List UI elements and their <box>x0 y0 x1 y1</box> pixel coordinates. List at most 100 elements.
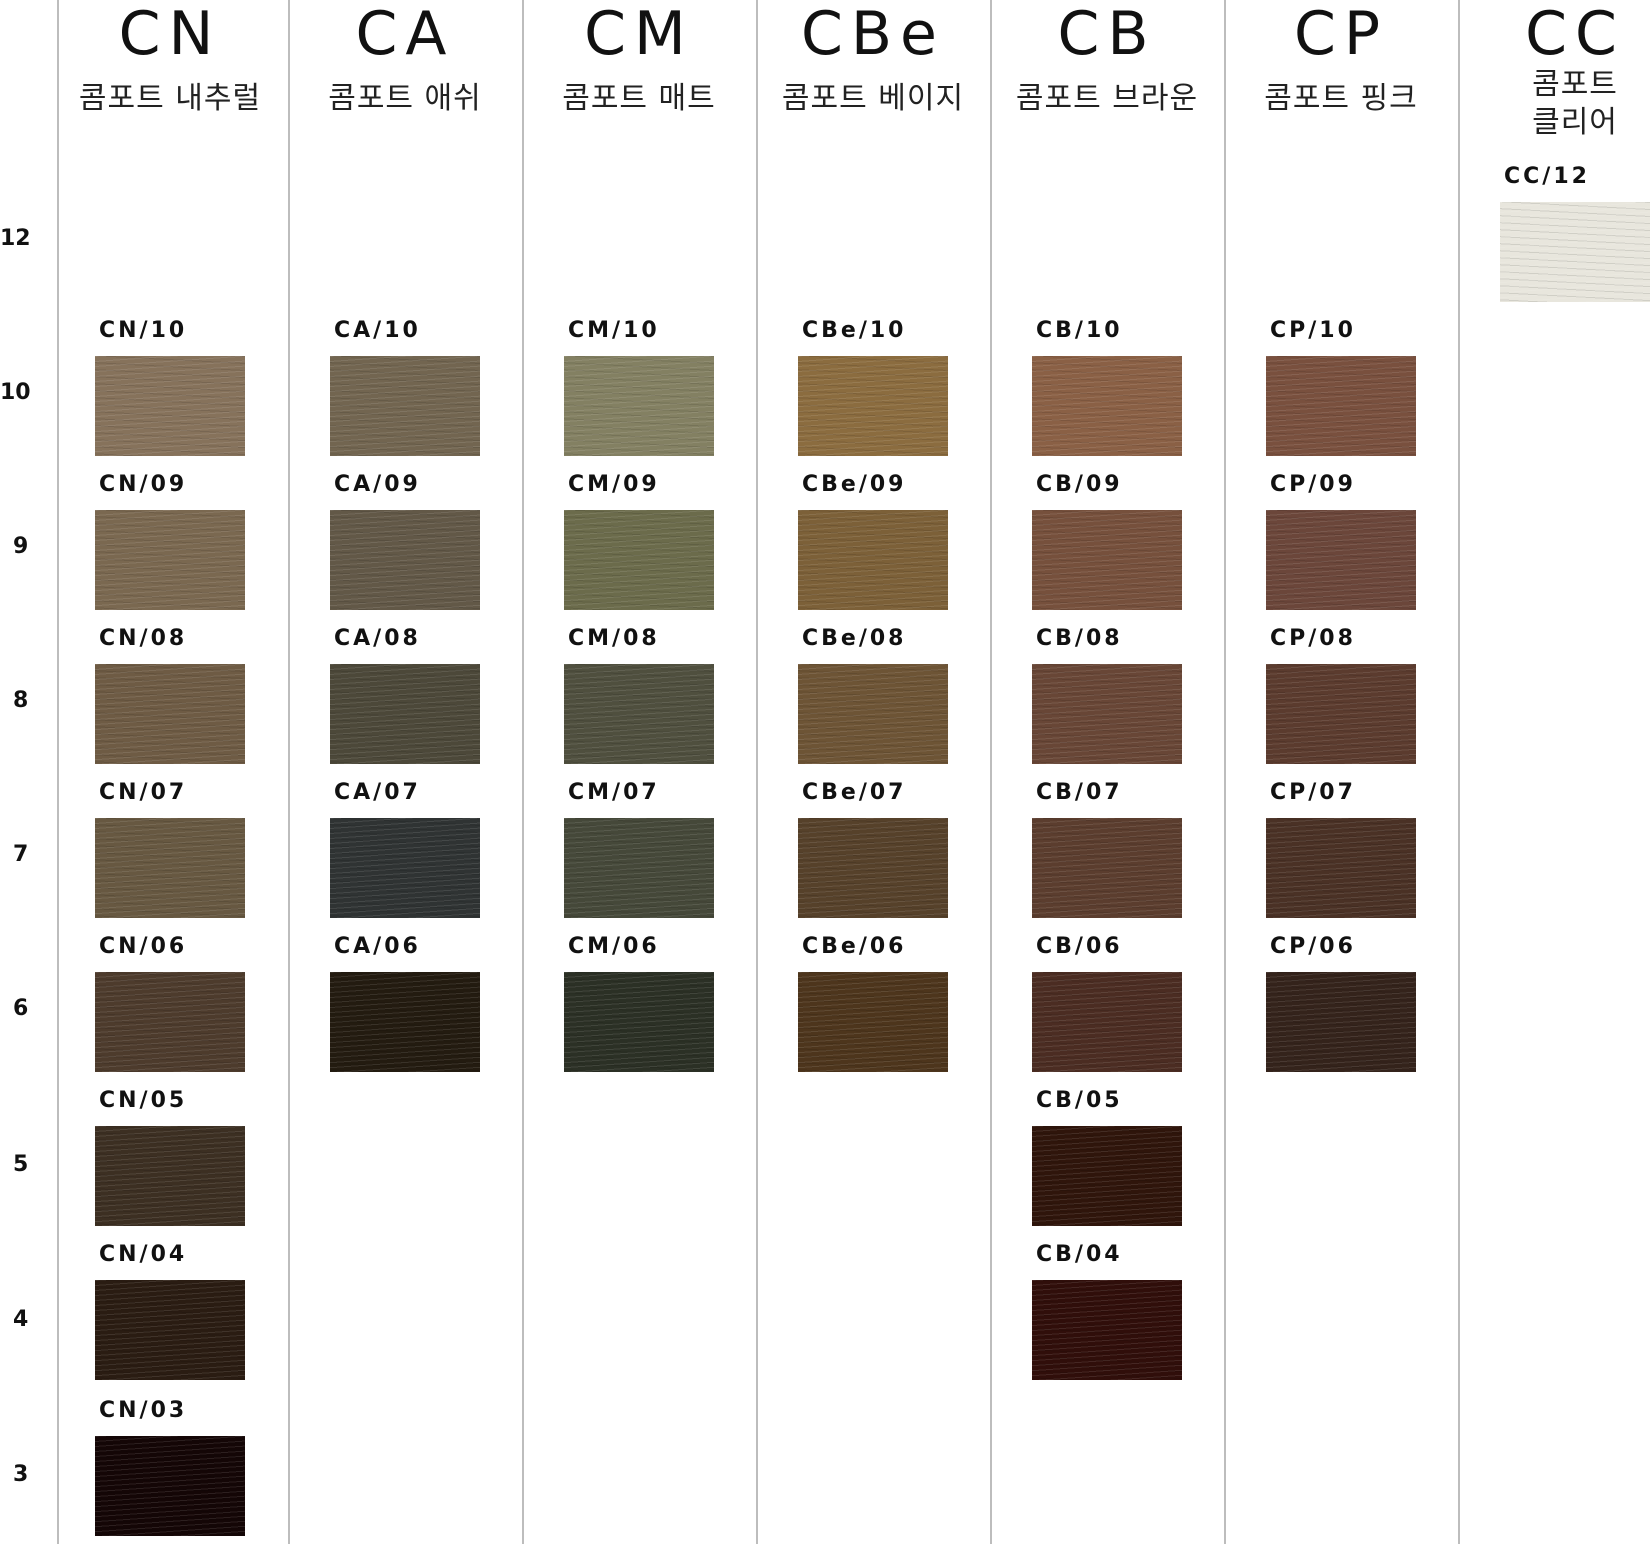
swatch-label: CB/05 <box>1036 1088 1123 1113</box>
color-swatch[interactable] <box>1500 202 1650 302</box>
series-code: CC <box>1525 0 1625 69</box>
swatch-texture <box>330 818 480 918</box>
color-swatch[interactable] <box>798 356 948 456</box>
color-swatch[interactable] <box>1266 818 1416 918</box>
color-swatch[interactable] <box>330 510 480 610</box>
swatch-texture <box>1266 510 1416 610</box>
swatch-label: CN/04 <box>99 1242 188 1267</box>
series-name: 콤포트 클리어 <box>1532 67 1618 140</box>
color-swatch[interactable] <box>95 818 245 918</box>
color-swatch[interactable] <box>1032 1280 1182 1380</box>
level-label: 4 <box>13 1307 29 1332</box>
swatch-label: CB/10 <box>1036 318 1123 343</box>
swatch-texture <box>1032 356 1182 456</box>
swatch-texture <box>1032 818 1182 918</box>
swatch-label: CP/10 <box>1270 318 1356 343</box>
color-swatch[interactable] <box>798 818 948 918</box>
swatch-texture <box>95 1280 245 1380</box>
series-name: 콤포트 핑크 <box>1264 81 1418 116</box>
series-name: 콤포트 매트 <box>562 81 716 116</box>
swatch-texture <box>95 356 245 456</box>
swatch-texture <box>95 972 245 1072</box>
swatch-label: CN/08 <box>99 626 188 651</box>
color-swatch[interactable] <box>95 1280 245 1380</box>
level-label: 7 <box>13 842 29 867</box>
color-swatch[interactable] <box>95 1126 245 1226</box>
color-swatch[interactable] <box>564 818 714 918</box>
color-swatch[interactable] <box>330 972 480 1072</box>
color-swatch[interactable] <box>1032 972 1182 1072</box>
swatch-texture <box>798 510 948 610</box>
series-name: 콤포트 내추럴 <box>78 81 262 116</box>
column-divider <box>57 0 59 1544</box>
level-label: 12 <box>0 226 31 251</box>
series-code: CP <box>1293 0 1389 69</box>
color-swatch[interactable] <box>798 510 948 610</box>
series-code: CN <box>118 0 222 69</box>
swatch-label: CN/03 <box>99 1398 188 1423</box>
swatch-label: CBe/10 <box>802 318 907 343</box>
swatch-texture <box>95 510 245 610</box>
swatch-label: CB/09 <box>1036 472 1123 497</box>
swatch-texture <box>1266 972 1416 1072</box>
level-label: 6 <box>13 996 29 1021</box>
swatch-label: CB/07 <box>1036 780 1123 805</box>
swatch-label: CBe/08 <box>802 626 907 651</box>
swatch-texture <box>564 356 714 456</box>
color-swatch[interactable] <box>1266 356 1416 456</box>
swatch-label: CN/05 <box>99 1088 188 1113</box>
color-swatch[interactable] <box>1032 818 1182 918</box>
color-swatch[interactable] <box>1266 510 1416 610</box>
swatch-label: CA/09 <box>334 472 421 497</box>
color-swatch[interactable] <box>564 356 714 456</box>
swatch-texture <box>798 972 948 1072</box>
color-swatch[interactable] <box>1032 1126 1182 1226</box>
swatch-texture <box>1032 1280 1182 1380</box>
color-swatch[interactable] <box>798 664 948 764</box>
level-label: 9 <box>13 534 29 559</box>
color-swatch[interactable] <box>564 510 714 610</box>
color-swatch[interactable] <box>1032 356 1182 456</box>
color-swatch[interactable] <box>95 664 245 764</box>
color-swatch[interactable] <box>95 356 245 456</box>
level-label: 8 <box>13 688 29 713</box>
level-label: 3 <box>13 1462 29 1487</box>
swatch-label: CN/06 <box>99 934 188 959</box>
series-code: CBe <box>801 0 945 69</box>
color-swatch[interactable] <box>1266 972 1416 1072</box>
swatch-label: CM/08 <box>568 626 660 651</box>
swatch-label: CP/08 <box>1270 626 1356 651</box>
color-swatch[interactable] <box>1032 664 1182 764</box>
swatch-texture <box>1266 356 1416 456</box>
swatch-texture <box>1500 202 1650 302</box>
column-divider <box>756 0 758 1544</box>
series-name: 콤포트 애쉬 <box>328 81 482 116</box>
color-swatch[interactable] <box>95 1436 245 1536</box>
color-swatch[interactable] <box>1266 664 1416 764</box>
color-swatch[interactable] <box>1032 510 1182 610</box>
color-swatch[interactable] <box>798 972 948 1072</box>
color-swatch[interactable] <box>330 356 480 456</box>
color-swatch[interactable] <box>330 818 480 918</box>
color-swatch[interactable] <box>564 972 714 1072</box>
swatch-texture <box>330 356 480 456</box>
color-swatch[interactable] <box>95 510 245 610</box>
column-divider <box>1458 0 1460 1544</box>
swatch-texture <box>330 510 480 610</box>
color-swatch[interactable] <box>564 664 714 764</box>
swatch-texture <box>1032 1126 1182 1226</box>
swatch-label: CA/10 <box>334 318 421 343</box>
swatch-texture <box>330 972 480 1072</box>
swatch-label: CM/07 <box>568 780 660 805</box>
column-divider <box>990 0 992 1544</box>
swatch-texture <box>564 664 714 764</box>
swatch-label: CA/08 <box>334 626 421 651</box>
swatch-label: CM/09 <box>568 472 660 497</box>
color-swatch[interactable] <box>95 972 245 1072</box>
swatch-label: CA/07 <box>334 780 421 805</box>
color-swatch[interactable] <box>330 664 480 764</box>
series-code: CM <box>584 0 694 69</box>
swatch-texture <box>330 664 480 764</box>
swatch-texture <box>798 818 948 918</box>
series-code: CA <box>355 0 455 69</box>
